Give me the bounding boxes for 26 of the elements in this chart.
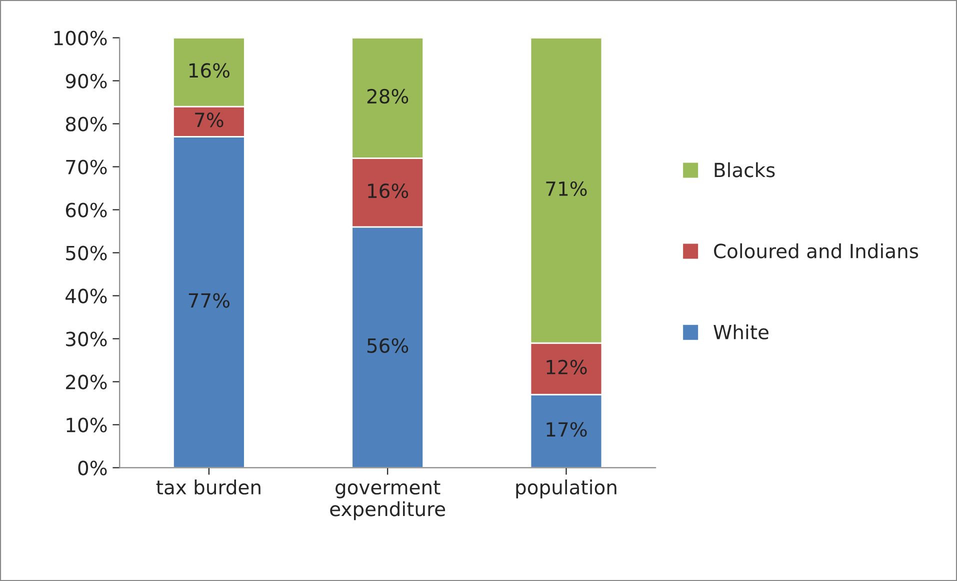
data-label: 77%	[188, 293, 230, 308]
data-label: 7%	[195, 112, 224, 128]
data-label: 17%	[546, 422, 587, 437]
data-label: 12%	[546, 360, 587, 374]
y-tick-label: 30%	[66, 332, 107, 346]
y-tick-label: 10%	[66, 418, 107, 432]
y-tick-label: 90%	[66, 74, 107, 88]
x-tick-label: tax burden	[156, 480, 260, 495]
data-label: 16%	[189, 63, 230, 78]
x-tick-label: goverment expenditure	[330, 480, 446, 520]
legend-label: White	[714, 324, 768, 340]
y-tick-label: 70%	[66, 160, 107, 174]
data-label: 71%	[546, 181, 587, 196]
y-tick-label: 50%	[66, 246, 107, 260]
data-label: 16%	[368, 183, 408, 198]
y-tick-label: 40%	[66, 288, 107, 304]
x-tick-label: population	[516, 480, 616, 498]
y-tick-label: 60%	[66, 202, 107, 218]
y-tick-label: 20%	[66, 374, 107, 390]
data-label: 28%	[367, 88, 408, 104]
y-tick-label: 80%	[66, 116, 107, 132]
legend-label: Blacks	[714, 162, 775, 178]
y-tick-label: 0%	[78, 460, 107, 476]
legend-label: Coloured and Indians	[714, 243, 918, 258]
y-tick-label: 100%	[54, 30, 107, 46]
data-label: 56%	[367, 338, 408, 353]
